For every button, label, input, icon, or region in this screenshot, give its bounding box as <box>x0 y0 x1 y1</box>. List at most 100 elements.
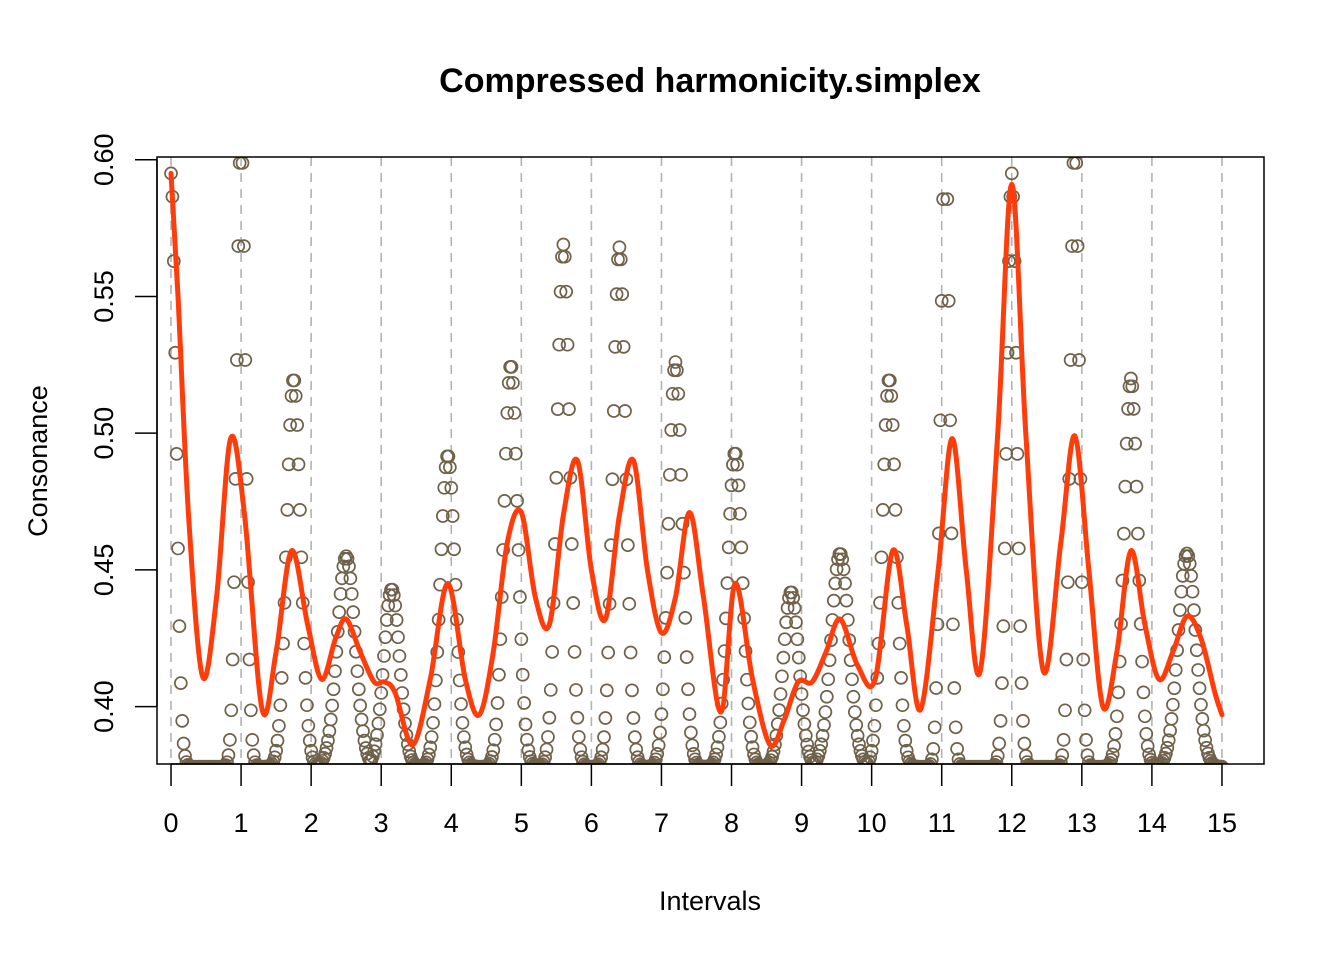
data-point-295 <box>577 757 592 764</box>
data-point-592 <box>993 714 1008 728</box>
x-tick-label-13: 13 <box>1067 808 1097 838</box>
data-point-510 <box>878 418 893 432</box>
data-point-469 <box>821 672 836 687</box>
data-point-367 <box>678 611 693 625</box>
data-point-523 <box>897 718 911 733</box>
data-point-639 <box>1059 652 1074 667</box>
x-axis: 0 1 2 3 4 5 6 7 8 9 10 11 12 13 14 15 <box>163 763 1237 838</box>
data-point-524 <box>898 733 913 748</box>
data-point-551 <box>936 192 950 206</box>
data-point-357 <box>664 423 679 437</box>
data-point-690 <box>1131 526 1145 541</box>
data-point-689 <box>1129 479 1144 494</box>
data-point-152 <box>377 649 391 663</box>
data-point-500 <box>864 743 879 758</box>
data-point-729 <box>1185 584 1200 599</box>
data-point-673 <box>1107 739 1121 754</box>
data-point-51 <box>235 157 250 170</box>
data-point-269 <box>541 730 555 744</box>
data-point-310 <box>598 711 613 725</box>
data-point-440 <box>780 601 795 615</box>
data-point-369 <box>681 682 695 697</box>
data-point-154 <box>379 613 394 627</box>
data-point-79 <box>274 671 289 685</box>
data-point-316 <box>606 404 621 418</box>
data-point-549 <box>933 413 948 428</box>
data-point-419 <box>751 757 765 764</box>
data-point-682 <box>1119 436 1134 451</box>
data-point-488 <box>847 705 862 719</box>
data-point-198 <box>441 449 456 464</box>
data-point-12 <box>181 758 195 764</box>
data-point-723 <box>1177 556 1191 571</box>
data-point-320 <box>612 240 627 255</box>
data-point-490 <box>850 728 865 743</box>
data-point-559 <box>947 681 962 695</box>
y-tick-label-3: 0.55 <box>89 270 119 323</box>
y-axis-label: Consonance <box>23 385 53 537</box>
data-point-737 <box>1196 723 1211 738</box>
data-point-452 <box>797 717 812 731</box>
curve-layer <box>168 170 1225 749</box>
data-point-91 <box>291 457 306 472</box>
data-point-201 <box>445 509 460 523</box>
data-point-58 <box>245 732 260 747</box>
data-point-330 <box>626 711 641 725</box>
data-point-110 <box>318 746 332 761</box>
data-point-368 <box>679 650 694 664</box>
data-point-126 <box>340 551 355 566</box>
data-point-400 <box>724 478 739 493</box>
data-point-245 <box>507 406 522 420</box>
data-point-482 <box>839 593 854 608</box>
data-point-473 <box>826 593 841 608</box>
data-point-407 <box>734 540 749 555</box>
data-point-99 <box>302 733 317 748</box>
data-point-734 <box>1192 681 1207 696</box>
data-point-733 <box>1191 663 1205 677</box>
data-point-642 <box>1063 353 1078 367</box>
data-point-522 <box>895 698 910 713</box>
data-point-193 <box>434 542 449 557</box>
data-point-370 <box>682 707 697 722</box>
data-point-371 <box>684 725 698 740</box>
data-point-486 <box>845 672 859 687</box>
data-point-243 <box>504 360 519 374</box>
data-point-281 <box>557 249 572 264</box>
data-point-96 <box>298 671 313 685</box>
x-tick-label-1: 1 <box>234 808 249 838</box>
data-point-194 <box>436 509 450 523</box>
x-tick-label-3: 3 <box>374 808 389 838</box>
data-point-636 <box>1055 748 1070 762</box>
data-point-356 <box>663 467 677 482</box>
data-point-77 <box>272 718 286 733</box>
data-point-348 <box>651 738 666 753</box>
data-point-117 <box>328 664 342 679</box>
data-point-317 <box>608 340 623 354</box>
x-tick-label-9: 9 <box>794 808 809 838</box>
data-point-254 <box>520 732 534 747</box>
data-point-553 <box>940 134 952 146</box>
data-point-283 <box>560 337 575 352</box>
data-point-507 <box>874 550 889 565</box>
data-point-230 <box>486 743 501 758</box>
data-point-685 <box>1124 371 1138 386</box>
data-point-61 <box>249 758 264 764</box>
data-point-406 <box>733 506 747 521</box>
data-point-517 <box>888 503 903 517</box>
x-tick-label-10: 10 <box>857 808 887 838</box>
data-point-363 <box>672 423 687 437</box>
data-point-600 <box>1004 166 1019 181</box>
data-point-159 <box>386 588 401 603</box>
data-point-123 <box>336 559 351 574</box>
data-point-392 <box>713 715 728 730</box>
data-point-594 <box>996 619 1011 634</box>
data-point-214 <box>464 757 478 764</box>
data-point-162 <box>391 630 405 645</box>
data-point-687 <box>1126 402 1141 416</box>
data-point-545 <box>927 720 942 735</box>
data-point-247 <box>510 494 524 508</box>
data-point-556 <box>943 413 957 428</box>
data-point-202 <box>447 542 461 557</box>
data-point-501 <box>866 733 880 748</box>
data-point-372 <box>685 738 700 753</box>
